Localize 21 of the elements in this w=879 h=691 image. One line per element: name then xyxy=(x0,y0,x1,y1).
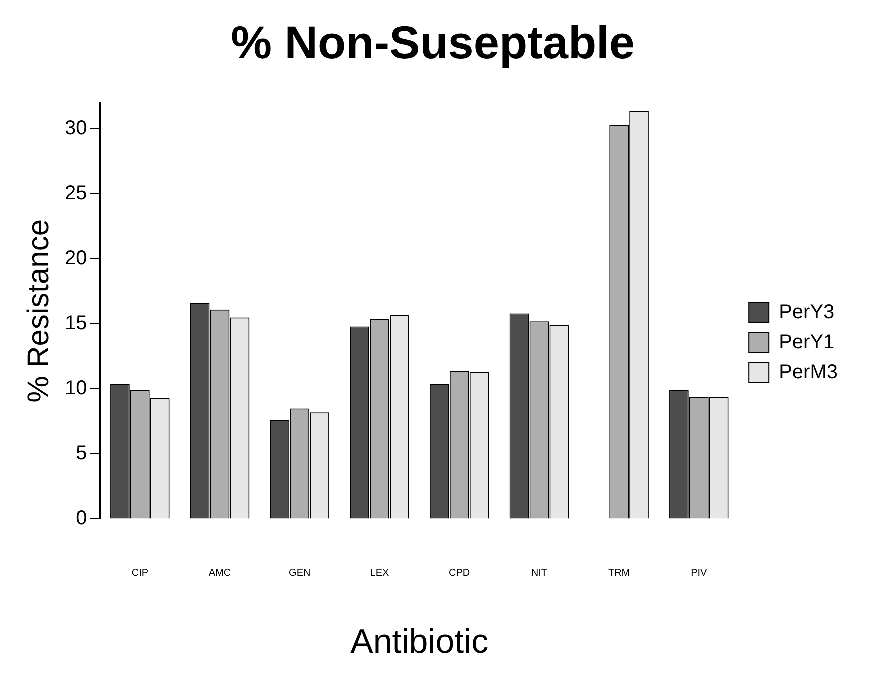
y-tick-label: 15 xyxy=(64,312,88,335)
x-tick-label: AMC xyxy=(208,568,232,579)
x-tick-label: GEN xyxy=(289,568,311,579)
legend-label: PerY3 xyxy=(779,302,835,324)
legend-label: PerM3 xyxy=(779,362,838,384)
y-axis-title: % Resistance xyxy=(22,219,56,403)
y-tick-label: 25 xyxy=(64,182,88,205)
x-tick-label: CIP xyxy=(132,568,149,579)
x-tick-label: NIT xyxy=(531,568,548,579)
x-tick-label: CPD xyxy=(449,568,470,579)
chart-title: % Non-Suseptable xyxy=(231,16,635,68)
x-tick-label: PIV xyxy=(691,568,708,579)
y-tick-label: 10 xyxy=(64,378,88,400)
x-tick-label: TRM xyxy=(608,568,630,579)
x-axis-title: Antibiotic xyxy=(350,622,489,661)
y-tick-label: 20 xyxy=(64,248,88,270)
legend-label: PerY1 xyxy=(779,332,835,354)
y-tick-label: 5 xyxy=(76,442,88,465)
y-tick-label: 30 xyxy=(64,118,88,140)
x-tick-label: LEX xyxy=(370,568,390,579)
y-tick-label: 0 xyxy=(76,508,88,530)
